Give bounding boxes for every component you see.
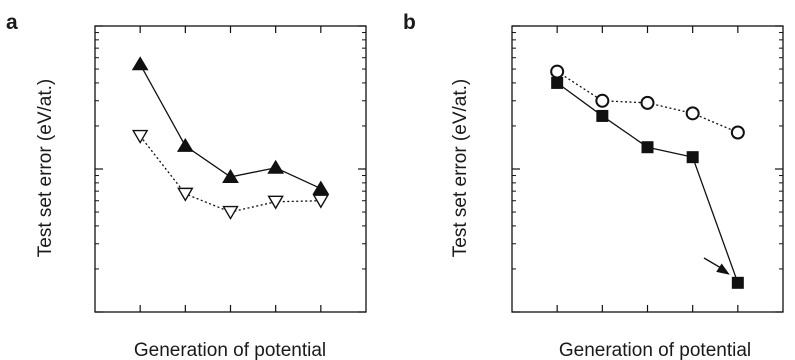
panel-a: a Test set error (eV/at.) Generation of … — [6, 11, 367, 360]
data-point-square — [551, 76, 564, 89]
data-point-square — [596, 109, 609, 122]
data-point-triangle-down — [267, 195, 284, 210]
x-axis-label-a: Generation of potential — [134, 340, 326, 360]
x-axis-label-b: Generation of potential — [559, 340, 751, 360]
ticks-b — [512, 25, 783, 313]
data-point-square — [641, 141, 654, 154]
panel-label-b: b — [403, 11, 416, 34]
data-point-triangle-up — [222, 168, 239, 183]
data-point-circle — [730, 125, 745, 140]
data-point-circle — [685, 106, 700, 121]
panel-label-a: a — [6, 11, 18, 34]
data-point-circle — [640, 95, 655, 110]
series-line — [556, 82, 739, 284]
data-point-circle — [550, 64, 565, 79]
data-point-triangle-down — [177, 187, 194, 202]
marks-a — [131, 56, 330, 220]
data-point-triangle-up — [267, 159, 285, 174]
ticks-a — [95, 25, 366, 313]
data-point-triangle-up — [312, 180, 330, 195]
data-point-triangle-down — [131, 129, 149, 144]
panel-b: b Test set error (eV/at.) Generation of … — [403, 11, 784, 360]
data-point-triangle-up — [131, 56, 149, 71]
data-point-square — [686, 151, 699, 164]
data-point-triangle-up — [176, 137, 194, 152]
y-axis-label-b: Test set error (eV/at.) — [450, 79, 471, 257]
data-point-triangle-down — [222, 205, 239, 220]
marks-b — [550, 64, 745, 289]
data-point-circle — [595, 93, 610, 108]
annotation-arrow-head — [716, 263, 730, 275]
data-point-square — [731, 276, 744, 289]
y-axis-label-a: Test set error (eV/at.) — [35, 79, 56, 257]
data-point-triangle-down — [312, 194, 330, 209]
